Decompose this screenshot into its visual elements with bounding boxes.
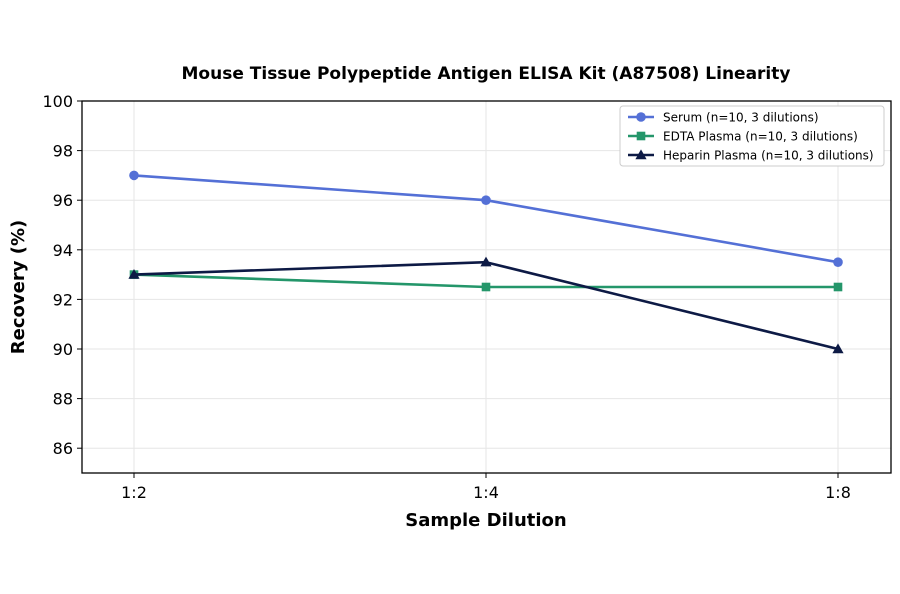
legend-label: Serum (n=10, 3 dilutions)	[663, 111, 819, 125]
data-point-marker	[481, 282, 491, 292]
data-point-marker	[481, 195, 491, 205]
legend-box	[619, 105, 885, 167]
x-tick-label: 1:2	[121, 483, 147, 502]
series-layer	[128, 170, 844, 354]
y-tick-label: 94	[53, 241, 73, 260]
y-tick-label: 92	[53, 290, 73, 309]
y-tick-label: 96	[53, 191, 73, 210]
legend-label: EDTA Plasma (n=10, 3 dilutions)	[663, 130, 858, 144]
y-tick-label: 86	[53, 439, 73, 458]
y-axis: 86 88 90 92 94 96 98 100	[42, 92, 82, 458]
legend-marker	[636, 131, 646, 141]
legend-entry: Heparin Plasma (n=10, 3 dilutions)	[628, 149, 874, 163]
x-axis: 1:2 1:4 1:8	[121, 473, 851, 502]
chart-title: Mouse Tissue Polypeptide Antigen ELISA K…	[182, 64, 791, 84]
legend-entry: Serum (n=10, 3 dilutions)	[628, 111, 819, 125]
y-tick-label: 100	[42, 92, 73, 111]
series-1	[129, 170, 843, 268]
data-point-marker	[129, 170, 139, 181]
data-point-marker	[832, 343, 844, 354]
legend-marker	[635, 149, 647, 160]
legend-label: Heparin Plasma (n=10, 3 dilutions)	[663, 149, 874, 163]
x-axis-label: Sample Dilution	[405, 510, 566, 531]
legend-marker	[636, 112, 646, 122]
legend-entry: EDTA Plasma (n=10, 3 dilutions)	[628, 130, 858, 144]
data-point-marker	[128, 269, 140, 279]
x-tick-label: 1:8	[825, 483, 851, 502]
data-point-marker	[833, 282, 843, 292]
y-tick-label: 98	[53, 142, 73, 161]
y-tick-label: 90	[53, 340, 73, 359]
y-axis-label: Recovery (%)	[8, 220, 29, 354]
x-tick-label: 1:4	[473, 483, 499, 502]
data-point-marker	[480, 256, 492, 267]
legend: Serum (n=10, 3 dilutions) EDTA Plasma (n=…	[619, 105, 885, 167]
series-3	[128, 256, 844, 354]
data-point-marker	[833, 257, 843, 268]
y-tick-label: 88	[53, 390, 73, 409]
